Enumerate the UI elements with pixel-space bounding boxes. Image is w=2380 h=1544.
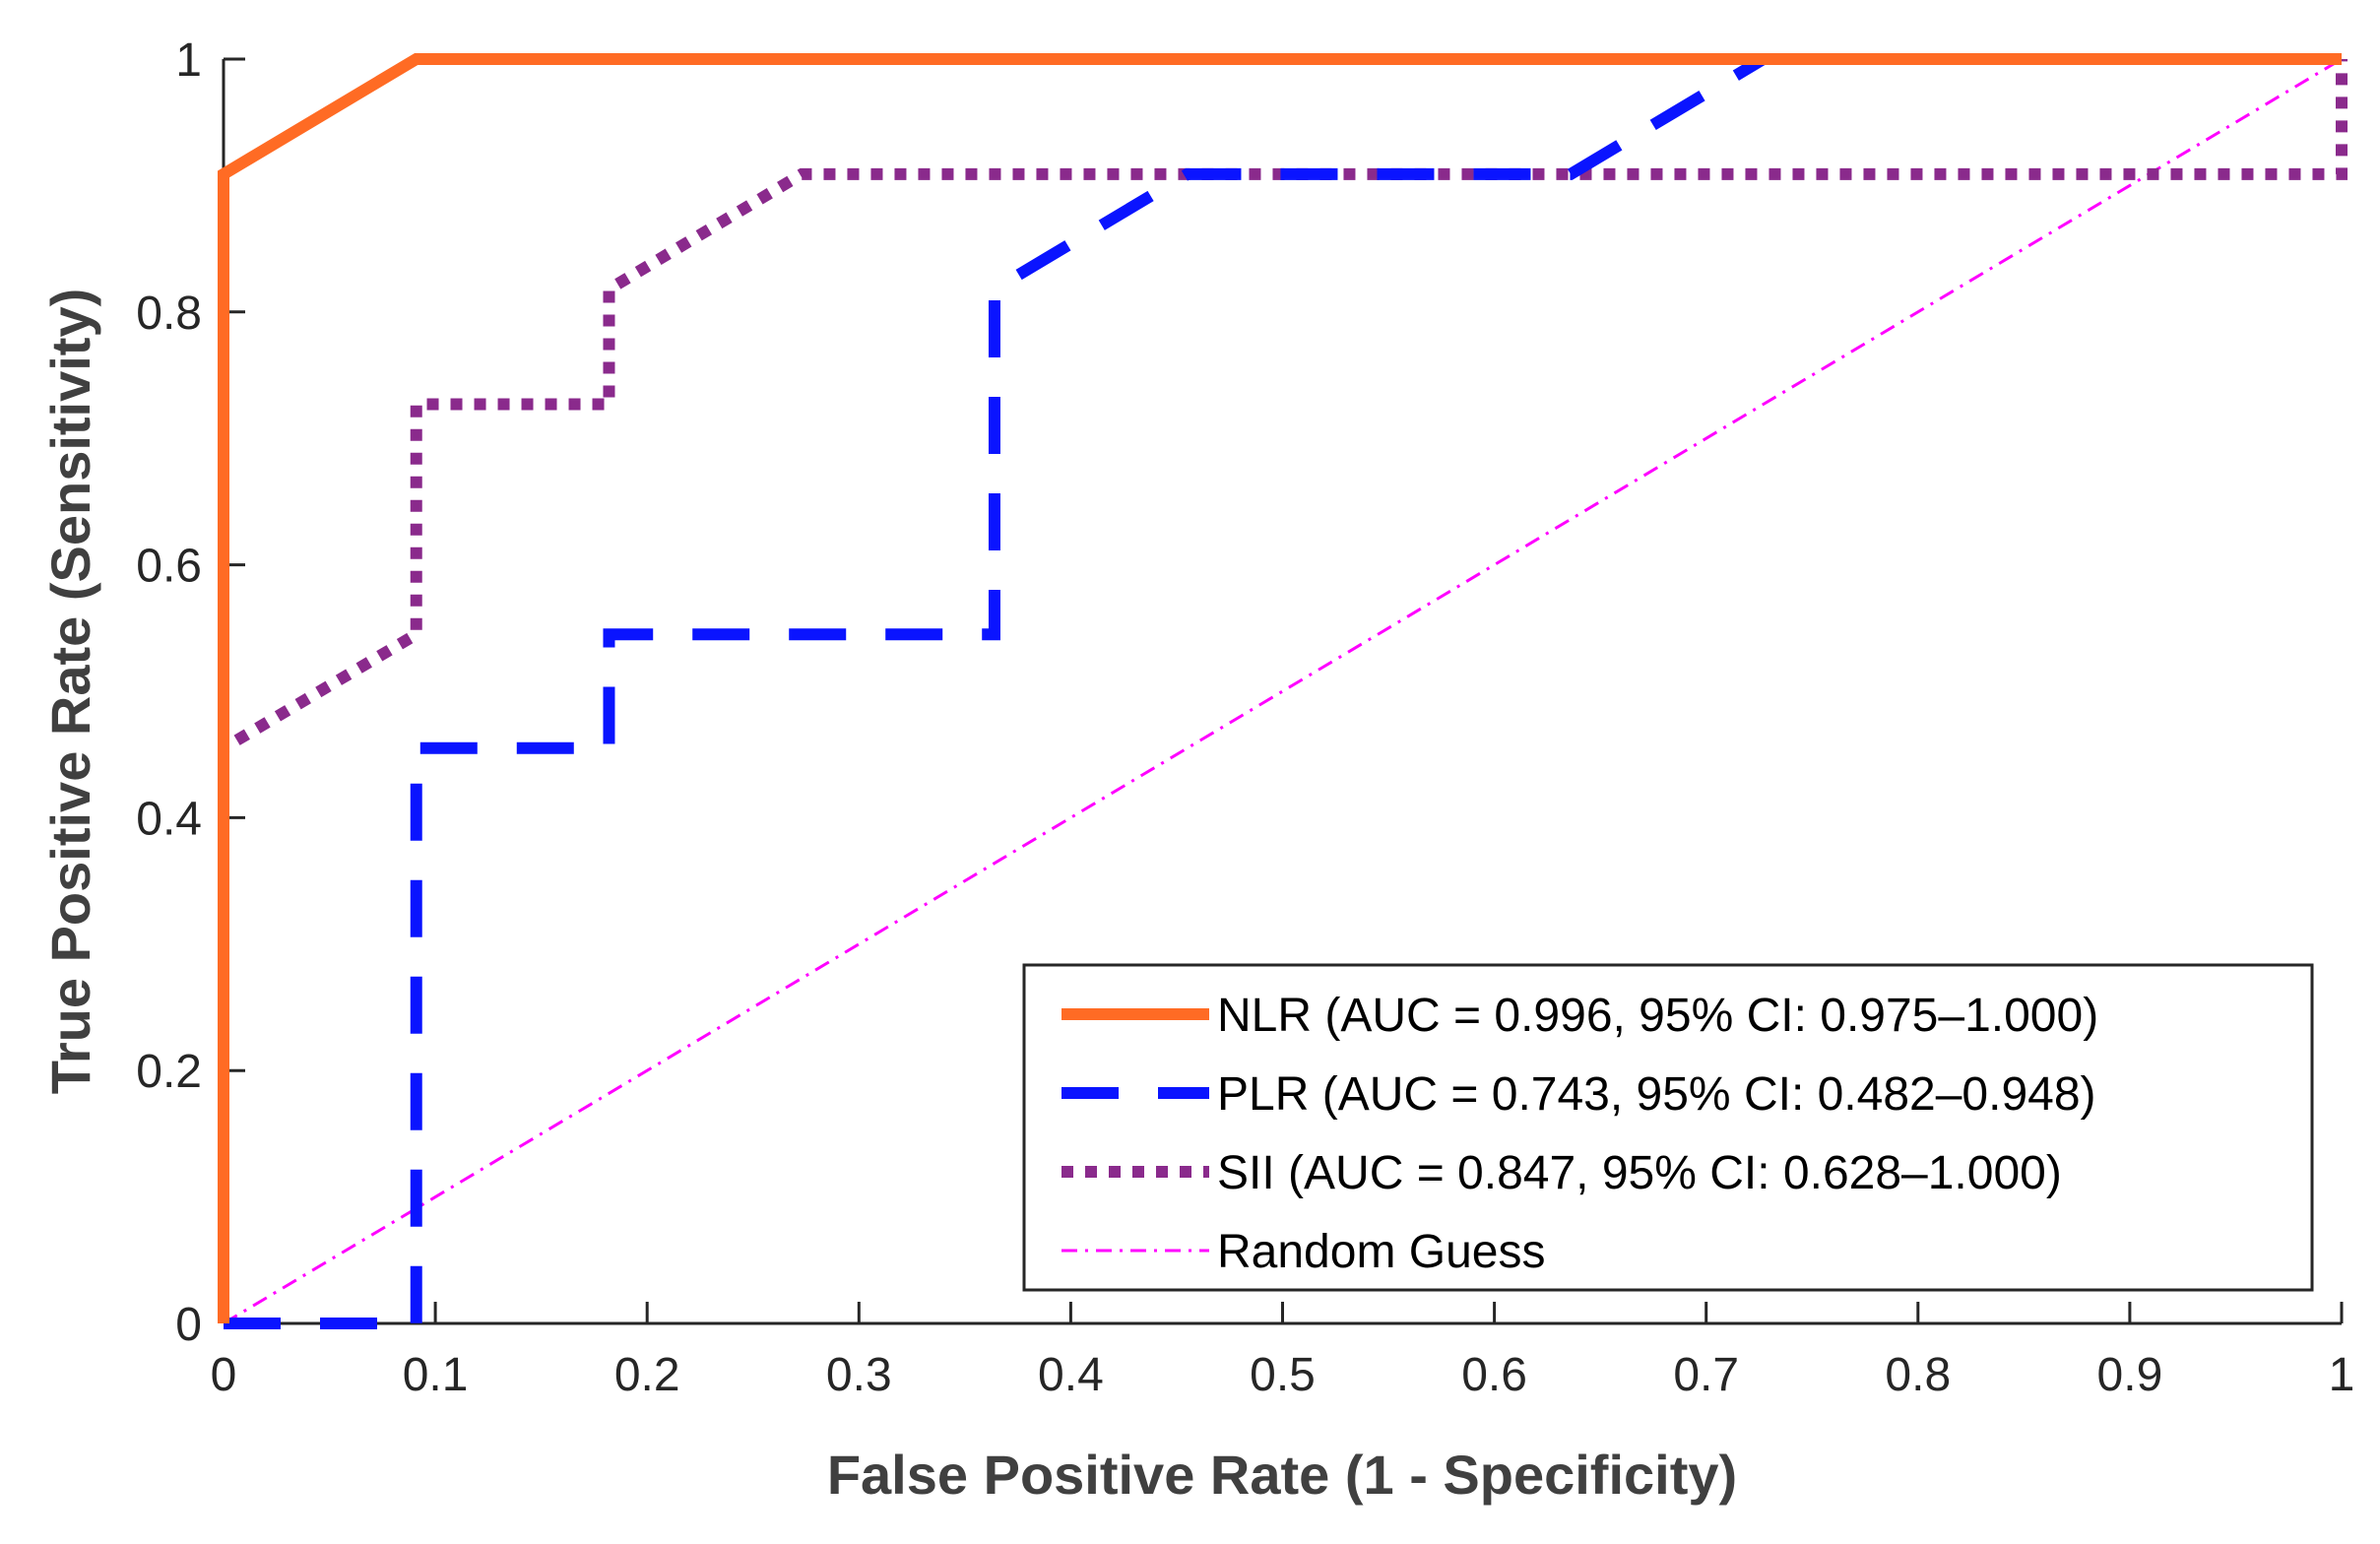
y-tick-label: 0.6 [136,541,202,593]
legend-label-nlr: NLR (AUC = 0.996, 95% CI: 0.975–1.000) [1217,990,2098,1042]
x-tick-label: 0.5 [1250,1349,1316,1401]
y-tick-label: 0.4 [136,793,202,845]
y-axis-title: True Positive Rate (Sensitivity) [39,289,101,1094]
series-lines [218,53,2348,1329]
legend-label-sii: SII (AUC = 0.847, 95% CI: 0.628–1.000) [1217,1147,2062,1199]
x-tick-label: 1 [2329,1349,2355,1401]
x-ticks: 0 0.1 0.2 0.3 0.4 0.5 0.6 0.7 0.8 0.9 1 [211,1302,2355,1401]
x-tick-label: 0.2 [614,1349,680,1401]
x-tick-label: 0.1 [403,1349,469,1401]
y-tick-label: 0 [175,1299,202,1351]
x-tick-label: 0.4 [1038,1349,1104,1401]
legend-label-random: Random Guess [1217,1226,1546,1278]
y-ticks: 0 0.2 0.4 0.6 0.8 1 [136,34,245,1351]
x-tick-label: 0.3 [826,1349,892,1401]
legend-label-plr: PLR (AUC = 0.743, 95% CI: 0.482–0.948) [1217,1068,2096,1121]
legend-box [1022,963,2314,1292]
y-tick-label: 1 [175,34,202,87]
legend-entries: NLR (AUC = 0.996, 95% CI: 0.975–1.000) PL… [1061,990,2098,1278]
legend: NLR (AUC = 0.996, 95% CI: 0.975–1.000) PL… [1022,963,2314,1292]
x-tick-label: 0 [211,1349,237,1401]
series-line-plr [224,53,2342,1329]
x-tick-label: 0.8 [1885,1349,1951,1401]
x-tick-label: 0.9 [2097,1349,2163,1401]
y-tick-label: 0.8 [136,288,202,340]
series-line-nlr [218,53,2342,1323]
series-line-sii [218,59,2348,1323]
x-axis-title: False Positive Rate (1 - Specificity) [827,1444,1737,1506]
y-tick-label: 0.2 [136,1046,202,1098]
plot-area: 0 0.1 0.2 0.3 0.4 0.5 0.6 0.7 0.8 0.9 1 0 0.2 0.4 0.6… [136,34,2354,1401]
x-tick-label: 0.6 [1461,1349,1527,1401]
x-tick-label: 0.7 [1673,1349,1739,1401]
